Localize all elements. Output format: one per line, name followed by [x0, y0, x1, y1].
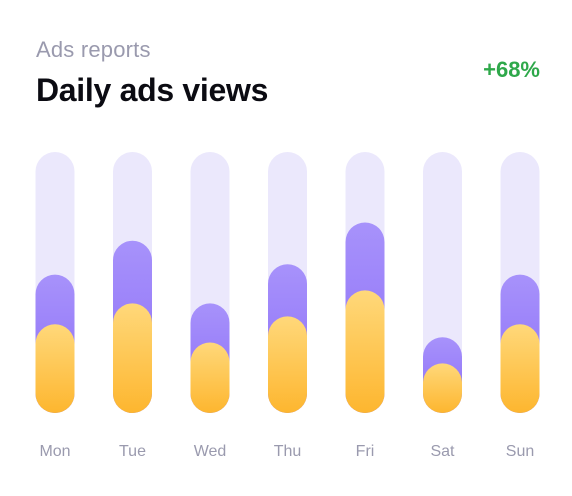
bar-yellow	[190, 342, 230, 413]
x-tick-label: Mon	[39, 443, 70, 460]
card-subtitle: Ads reports	[36, 37, 151, 62]
bar-yellow	[268, 316, 307, 413]
bar-yellow	[113, 303, 152, 413]
bars-group	[35, 152, 540, 413]
x-tick-label: Sat	[430, 443, 455, 460]
x-tick-label: Sun	[506, 443, 534, 460]
x-axis-labels: Mon Tue Wed Thu Fri Sat Sun	[39, 443, 534, 460]
card-title: Daily ads views	[36, 72, 269, 108]
bar-yellow	[35, 324, 75, 413]
x-tick-label: Thu	[274, 443, 302, 460]
x-tick-label: Tue	[119, 443, 146, 460]
x-tick-label: Wed	[194, 443, 227, 460]
bar-yellow	[423, 363, 462, 413]
bar-yellow	[500, 324, 540, 413]
bar-yellow	[345, 290, 385, 413]
x-tick-label: Fri	[356, 443, 375, 460]
change-badge: +68%	[483, 57, 540, 82]
